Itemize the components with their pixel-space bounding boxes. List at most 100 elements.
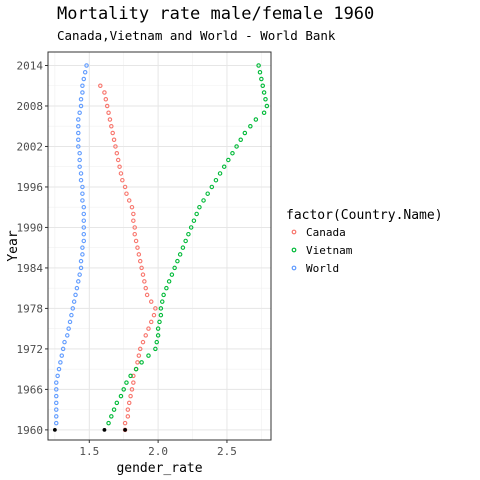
data-point bbox=[104, 103, 110, 109]
data-point bbox=[132, 225, 137, 230]
data-point bbox=[54, 407, 59, 412]
data-point bbox=[102, 427, 107, 432]
data-point bbox=[109, 414, 114, 419]
data-point bbox=[129, 204, 135, 210]
data-point bbox=[155, 333, 161, 338]
data-point bbox=[80, 90, 85, 95]
data-point bbox=[129, 387, 135, 392]
data-point bbox=[256, 63, 261, 68]
data-point bbox=[144, 292, 150, 298]
data-point bbox=[175, 258, 180, 264]
data-point bbox=[78, 103, 84, 109]
data-point bbox=[146, 326, 151, 331]
data-point bbox=[123, 427, 127, 432]
data-point bbox=[58, 360, 63, 365]
data-point bbox=[65, 333, 70, 338]
data-point bbox=[124, 191, 129, 196]
data-point bbox=[54, 400, 59, 406]
data-point bbox=[139, 265, 144, 271]
data-point bbox=[148, 319, 154, 325]
data-point bbox=[140, 272, 146, 277]
data-point bbox=[118, 393, 124, 399]
data-point bbox=[78, 171, 84, 176]
x-tick-label: 1.5 bbox=[79, 445, 99, 458]
data-point bbox=[81, 76, 87, 82]
data-point bbox=[161, 292, 166, 298]
series-vietnam bbox=[106, 63, 270, 426]
data-point bbox=[263, 96, 268, 102]
data-point bbox=[146, 353, 151, 358]
legend-key-world bbox=[291, 265, 297, 271]
data-point bbox=[131, 211, 136, 217]
data-point bbox=[158, 312, 164, 318]
data-point bbox=[76, 123, 81, 129]
data-point bbox=[238, 137, 243, 142]
data-point bbox=[166, 279, 172, 284]
data-point bbox=[260, 83, 265, 88]
data-point bbox=[102, 90, 107, 95]
data-point bbox=[213, 177, 219, 183]
chart-subtitle: Canada,Vietnam and World - World Bank bbox=[57, 28, 336, 43]
data-point bbox=[153, 346, 158, 352]
data-point bbox=[78, 96, 84, 102]
data-point bbox=[160, 299, 165, 304]
data-point bbox=[154, 339, 159, 345]
data-point bbox=[177, 252, 183, 257]
data-point bbox=[142, 279, 147, 284]
data-point bbox=[122, 420, 128, 426]
data-point bbox=[54, 414, 59, 419]
data-point bbox=[54, 380, 59, 385]
data-point bbox=[76, 144, 81, 149]
data-point bbox=[114, 400, 120, 406]
data-point bbox=[59, 353, 65, 358]
data-point bbox=[77, 272, 82, 277]
data-point bbox=[126, 198, 132, 203]
data-point bbox=[117, 164, 122, 169]
data-point bbox=[81, 231, 87, 237]
data-point bbox=[151, 312, 157, 318]
plot-border bbox=[47, 51, 272, 441]
data-point bbox=[226, 157, 231, 163]
data-point bbox=[136, 353, 142, 358]
data-point bbox=[62, 339, 67, 345]
data-point bbox=[197, 204, 202, 210]
data-point bbox=[191, 218, 197, 223]
data-point bbox=[76, 117, 81, 122]
y-tick-label: 1990 bbox=[17, 221, 44, 234]
y-tick-label: 2014 bbox=[17, 59, 44, 72]
data-point bbox=[114, 150, 120, 156]
data-point bbox=[78, 265, 84, 271]
legend-key-vietnam bbox=[291, 247, 297, 253]
data-point bbox=[261, 110, 267, 115]
data-point bbox=[201, 198, 206, 203]
data-point bbox=[106, 420, 111, 426]
data-point bbox=[135, 245, 140, 250]
y-tick-label: 1960 bbox=[17, 424, 44, 437]
data-point bbox=[81, 238, 87, 244]
x-tick-label: 2.0 bbox=[148, 445, 168, 458]
y-tick-label: 1972 bbox=[17, 343, 44, 356]
data-point bbox=[128, 393, 133, 399]
data-point bbox=[77, 150, 82, 156]
data-point bbox=[155, 326, 161, 331]
data-point bbox=[98, 83, 103, 88]
data-point bbox=[115, 157, 121, 163]
data-point bbox=[230, 150, 235, 156]
y-axis-title: Year bbox=[6, 230, 21, 261]
data-point bbox=[77, 110, 82, 115]
data-point bbox=[80, 252, 85, 257]
data-point bbox=[131, 373, 136, 379]
data-point bbox=[172, 265, 177, 271]
legend-label-world: World bbox=[306, 262, 339, 275]
data-point bbox=[109, 123, 114, 129]
data-point bbox=[132, 231, 137, 237]
data-point bbox=[76, 279, 81, 284]
data-point bbox=[54, 387, 59, 392]
data-point bbox=[54, 420, 59, 426]
y-tick-label: 2008 bbox=[17, 100, 44, 113]
data-point bbox=[80, 83, 85, 88]
data-point bbox=[78, 177, 84, 183]
data-point bbox=[164, 285, 169, 291]
data-point bbox=[194, 211, 199, 217]
legend-title: factor(Country.Name) bbox=[286, 208, 443, 223]
